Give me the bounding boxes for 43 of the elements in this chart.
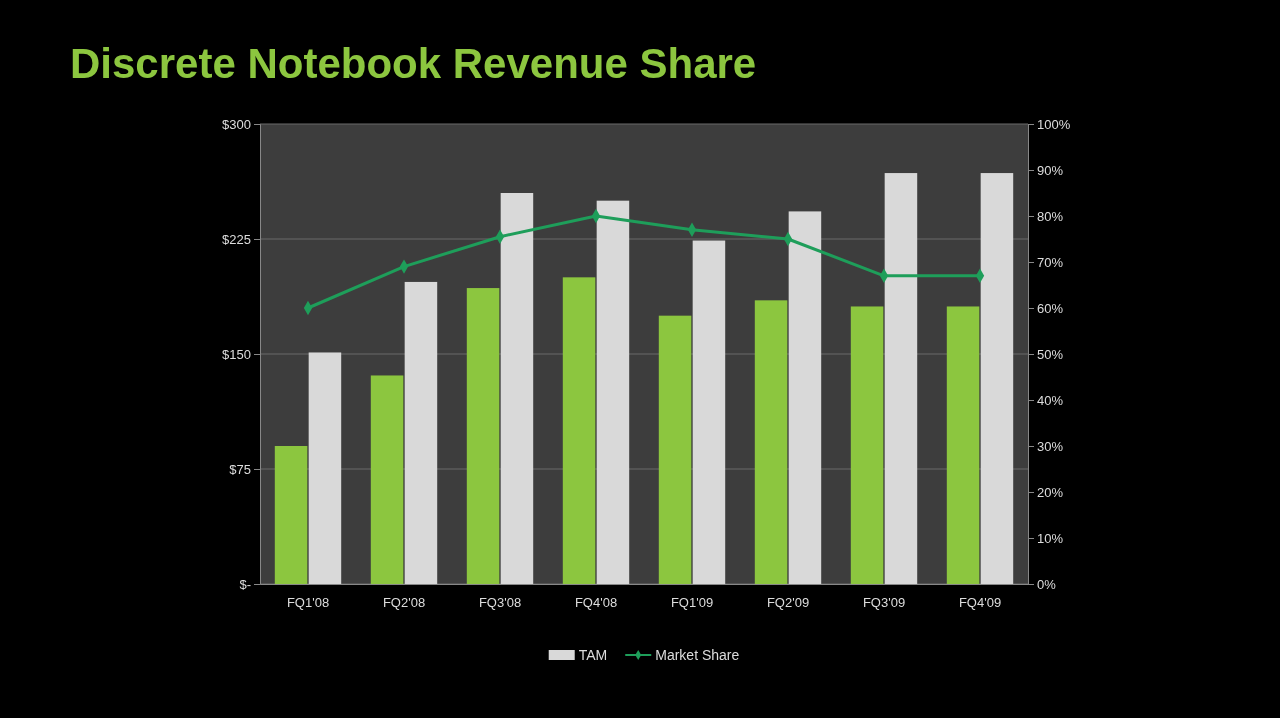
y2-tick-label: 40% (1037, 392, 1064, 408)
x-tick-label: FQ4'09 (958, 595, 1002, 611)
bar (404, 281, 438, 584)
legend-label: TAM (578, 647, 608, 663)
bar (562, 277, 596, 584)
y2-tick-label: 90% (1037, 162, 1064, 178)
y-tick-label: $- (239, 576, 251, 592)
y-tick-label: $75 (229, 461, 251, 477)
y-tick-label: $150 (222, 346, 251, 362)
bar (308, 352, 342, 584)
bar (370, 375, 404, 584)
y2-tick-label: 30% (1037, 438, 1064, 454)
x-tick-label: FQ4'08 (574, 595, 618, 611)
x-tick-label: FQ2'08 (382, 595, 426, 611)
y2-tick-label: 10% (1037, 530, 1064, 546)
y2-tick-label: 20% (1037, 484, 1064, 500)
y2-tick-label: 80% (1037, 208, 1064, 224)
bar (274, 446, 308, 584)
bar (658, 315, 692, 584)
bar (466, 288, 500, 584)
y2-tick-label: 50% (1037, 346, 1064, 362)
chart-title: Discrete Notebook Revenue Share (70, 40, 757, 87)
y2-tick-label: 0% (1037, 576, 1057, 592)
bar (850, 306, 884, 584)
y-tick-label: $300 (222, 116, 251, 132)
y2-tick-label: 100% (1037, 116, 1071, 132)
bar (692, 240, 726, 584)
x-tick-label: FQ3'09 (862, 595, 906, 611)
bar (754, 300, 788, 584)
bar (788, 211, 822, 584)
legend-label: Market Share (655, 647, 740, 663)
y2-tick-label: 60% (1037, 300, 1064, 316)
x-tick-label: FQ2'09 (766, 595, 810, 611)
x-tick-label: FQ1'09 (670, 595, 714, 611)
bar (500, 193, 534, 584)
y2-tick-label: 70% (1037, 254, 1064, 270)
x-tick-label: FQ1'08 (286, 595, 330, 611)
bar (884, 173, 918, 584)
bar (946, 306, 980, 584)
x-tick-label: FQ3'08 (478, 595, 522, 611)
y-tick-label: $225 (222, 231, 251, 247)
bar (596, 200, 630, 584)
bar (980, 173, 1014, 584)
